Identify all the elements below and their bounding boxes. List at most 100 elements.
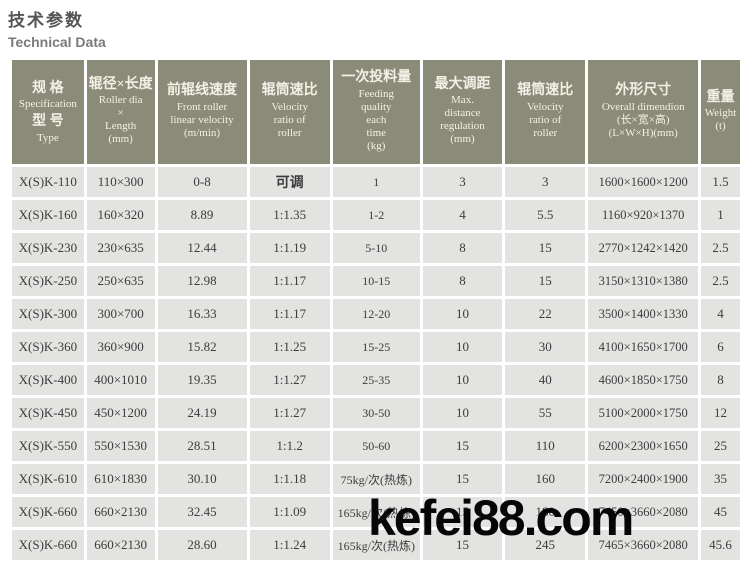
column-header-chinese-2: 型 号	[32, 114, 64, 129]
value-cell: 40	[505, 365, 586, 395]
header-row: 规 格 Specification 型 号 Type 辊径×长度 Roller …	[12, 60, 740, 164]
model-cell: X(S)K-300	[12, 299, 84, 329]
value-cell: 5-10	[332, 233, 420, 263]
value-cell: 32.45	[157, 497, 247, 527]
table-row: X(S)K-230 230×635 12.44 1:1.19 5-10 8 15 2770×1…	[12, 233, 740, 263]
table-row: X(S)K-550 550×1530 28.51 1:1.2 50-60 15 110 620…	[12, 431, 740, 461]
column-header: 外形尺寸 Overall dimendion (长×宽×高) (L×W×H)(m…	[588, 60, 699, 164]
value-cell: 35	[701, 464, 740, 494]
value-cell: 1-2	[332, 200, 420, 230]
value-cell: 8	[422, 233, 503, 263]
value-cell: 15-25	[332, 332, 420, 362]
table-row: X(S)K-360 360×900 15.82 1:1.25 15-25 10 30 4100…	[12, 332, 740, 362]
value-cell: 360×900	[86, 332, 155, 362]
value-cell: 7465×3660×2080	[588, 530, 699, 560]
value-cell: 4	[422, 200, 503, 230]
column-header: 辊径×长度 Roller dia × Length (mm)	[86, 60, 155, 164]
value-cell: 300×700	[86, 299, 155, 329]
column-header: 重量 Weight (t)	[701, 60, 740, 164]
model-cell: X(S)K-160	[12, 200, 84, 230]
table-row: X(S)K-400 400×1010 19.35 1:1.27 25-35 10 40 460…	[12, 365, 740, 395]
table-row: X(S)K-250 250×635 12.98 1:1.17 10-15 8 15 3150×…	[12, 266, 740, 296]
model-cell: X(S)K-400	[12, 365, 84, 395]
value-cell: 165kg/次(热炼)	[332, 530, 420, 560]
model-cell: X(S)K-250	[12, 266, 84, 296]
value-cell: 1:1.18	[249, 464, 330, 494]
model-cell: X(S)K-610	[12, 464, 84, 494]
column-header-chinese: 前辊线速度	[167, 83, 238, 99]
model-cell: X(S)K-450	[12, 398, 84, 428]
value-cell: 4600×1850×1750	[588, 365, 699, 395]
value-cell: 22	[505, 299, 586, 329]
table-header: 规 格 Specification 型 号 Type 辊径×长度 Roller …	[12, 60, 740, 164]
value-cell: 1:1.2	[249, 431, 330, 461]
value-cell: 160	[505, 464, 586, 494]
value-cell: 28.51	[157, 431, 247, 461]
value-cell: 4100×1650×1700	[588, 332, 699, 362]
column-header: 规 格 Specification 型 号 Type	[12, 60, 84, 164]
value-cell: 5.5	[505, 200, 586, 230]
value-cell: 7450×3660×2080	[588, 497, 699, 527]
value-cell: 2770×1242×1420	[588, 233, 699, 263]
technical-data-table: 规 格 Specification 型 号 Type 辊径×长度 Roller …	[9, 57, 743, 563]
column-header-chinese: 最大调距	[434, 76, 491, 92]
value-cell: 45.6	[701, 530, 740, 560]
value-cell: 2.5	[701, 266, 740, 296]
value-cell: 15	[422, 530, 503, 560]
value-cell: 3	[505, 167, 586, 197]
column-header-chinese: 辊径×长度	[88, 76, 153, 92]
column-header-english: Weight (t)	[704, 107, 737, 133]
value-cell: 10	[422, 299, 503, 329]
value-cell: 8	[701, 365, 740, 395]
value-cell: 660×2130	[86, 530, 155, 560]
value-cell: 12.98	[157, 266, 247, 296]
value-cell: 12.44	[157, 233, 247, 263]
value-cell: 230×635	[86, 233, 155, 263]
column-header-chinese: 规 格	[32, 80, 64, 96]
value-cell: 4	[701, 299, 740, 329]
model-cell: X(S)K-230	[12, 233, 84, 263]
value-cell: 16.33	[157, 299, 247, 329]
column-header: 一次投料量 Feeding quality each time (kg)	[332, 60, 420, 164]
value-cell: 610×1830	[86, 464, 155, 494]
value-cell: 250×635	[86, 266, 155, 296]
value-cell: 15	[422, 431, 503, 461]
value-cell: 6200×2300×1650	[588, 431, 699, 461]
column-header-english: Specification	[18, 98, 77, 111]
value-cell: 5100×2000×1750	[588, 398, 699, 428]
column-header: 最大调距 Max. distance regulation (mm)	[422, 60, 503, 164]
value-cell: 24.19	[157, 398, 247, 428]
page-title-chinese: 技术参数	[8, 11, 84, 30]
value-cell: 75kg/次(热炼)	[332, 464, 420, 494]
value-cell: 1	[701, 200, 740, 230]
value-cell: 3	[422, 167, 503, 197]
value-cell: 15	[422, 464, 503, 494]
value-cell: 1	[332, 167, 420, 197]
value-cell: 30	[505, 332, 586, 362]
value-cell: 8	[422, 266, 503, 296]
column-header-chinese: 辊筒速比	[261, 83, 318, 99]
value-cell: 550×1530	[86, 431, 155, 461]
value-cell: 3150×1310×1380	[588, 266, 699, 296]
value-cell: 1.5	[701, 167, 740, 197]
column-header-english: Overall dimendion (长×宽×高) (L×W×H)(mm)	[601, 100, 685, 139]
column-header-chinese: 重量	[706, 89, 735, 105]
value-cell: 7200×2400×1900	[588, 464, 699, 494]
value-cell: 2.5	[701, 233, 740, 263]
value-cell: 1600×1600×1200	[588, 167, 699, 197]
model-cell: X(S)K-660	[12, 497, 84, 527]
value-cell: 6	[701, 332, 740, 362]
value-cell: 15	[422, 497, 503, 527]
table-row: X(S)K-300 300×700 16.33 1:1.17 12-20 10 22 3500…	[12, 299, 740, 329]
value-cell: 160×320	[86, 200, 155, 230]
value-cell: 0-8	[157, 167, 247, 197]
model-cell: X(S)K-550	[12, 431, 84, 461]
table-row: X(S)K-110 110×300 0-8 可调 1 3 3 1600×1600×1200 1.…	[12, 167, 740, 197]
value-cell: 25-35	[332, 365, 420, 395]
value-cell: 15	[505, 233, 586, 263]
value-cell: 110×300	[86, 167, 155, 197]
column-header-english-2: Type	[36, 131, 59, 144]
value-cell: 165kg/次(热炼)	[332, 497, 420, 527]
table-row: X(S)K-610 610×1830 30.10 1:1.18 75kg/次(热炼) 15…	[12, 464, 740, 494]
value-cell: 12-20	[332, 299, 420, 329]
